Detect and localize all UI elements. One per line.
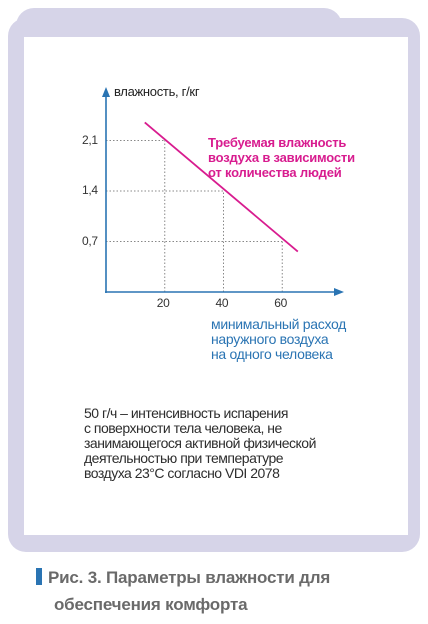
series-line-segment (144, 121, 299, 253)
caption-marker (36, 568, 42, 585)
line-annotation: Требуемая влажность воздуха в зависимост… (208, 135, 355, 180)
x-tick-label: 40 (215, 296, 229, 310)
note-text: 50 г/ч – интенсивность испарения с повер… (84, 405, 316, 481)
figure-caption: Рис. 3. Параметры влажности для обеспече… (36, 564, 416, 618)
x-tick-label: 20 (156, 296, 170, 310)
x-axis-arrow (334, 288, 344, 296)
x-axis-label: минимальный расход наружного воздуха на … (211, 317, 346, 362)
y-axis-arrow (102, 87, 110, 97)
figure-panel (24, 37, 408, 535)
y-tick-label: 0,7 (82, 233, 98, 248)
caption-line-1: Рис. 3. Параметры влажности для (48, 568, 331, 587)
x-tick-label: 60 (274, 296, 287, 310)
x-axis-label-text: минимальный расход наружного воздуха на … (211, 316, 347, 362)
caption-line-2: обеспечения комфорта (54, 595, 248, 614)
y-axis-label: влажность, г/кг (114, 84, 200, 99)
annotation-text: Требуемая влажность воздуха в зависимост… (208, 135, 355, 180)
y-tick-label: 2,1 (82, 132, 98, 147)
y-tick-label: 1,4 (82, 183, 98, 197)
evaporation-note: 50 г/ч – интенсивность испарения с повер… (84, 406, 316, 481)
